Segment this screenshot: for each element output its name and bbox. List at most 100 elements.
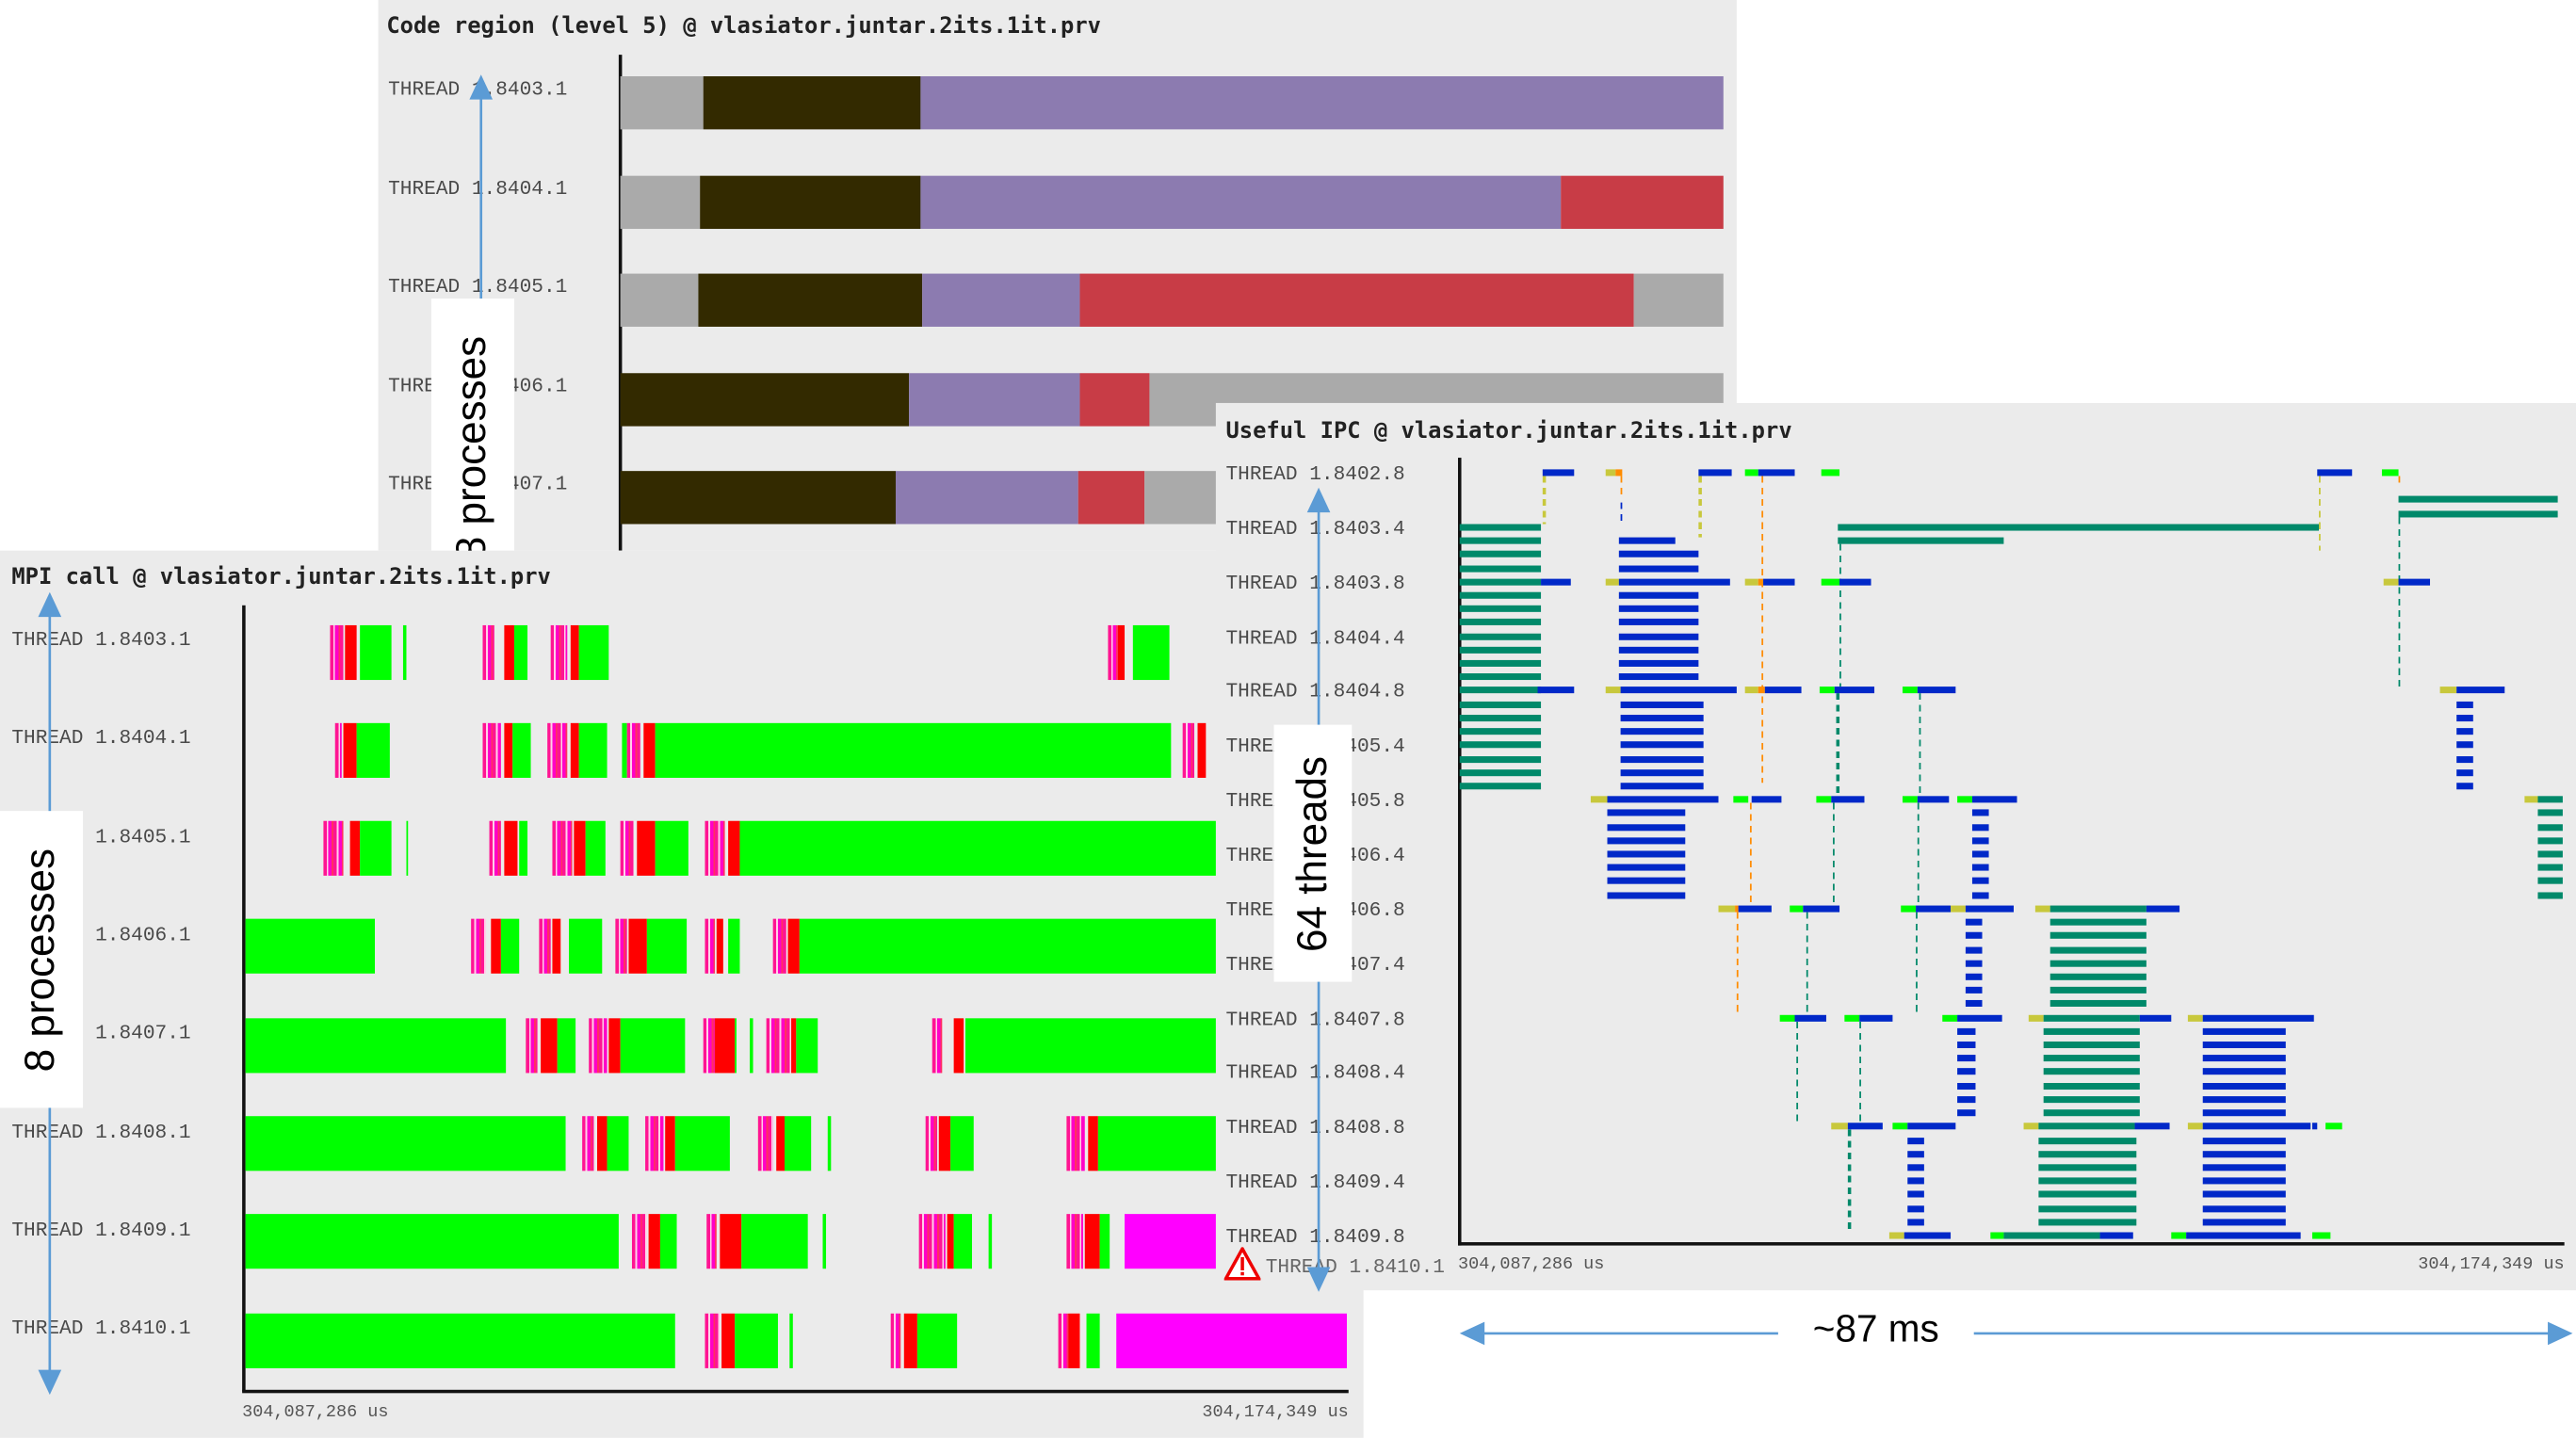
ipc-burst — [1605, 687, 1620, 694]
ipc-burst — [1859, 1014, 1893, 1022]
ipc-burst — [1459, 755, 1542, 763]
ipc-burst — [2203, 1041, 2286, 1049]
ipc-burst — [1619, 741, 1703, 749]
row-label-last: THREAD 1.8410.1 — [1265, 1255, 1445, 1279]
ipc-burst — [2456, 768, 2473, 776]
ipc-burst — [2536, 878, 2563, 885]
communication-line — [1919, 693, 1921, 797]
y-axis-line — [242, 605, 245, 1392]
code-region-segment — [620, 372, 910, 426]
ipc-burst — [2049, 918, 2147, 926]
ipc-burst — [2049, 1000, 2147, 1008]
ipc-burst — [1972, 878, 1989, 885]
ipc-burst — [2456, 741, 2473, 749]
ipc-burst — [2203, 1123, 2310, 1130]
mpi-call-segment — [938, 1116, 951, 1171]
mpi-call-segment — [954, 1017, 964, 1073]
ipc-burst — [2456, 701, 2473, 708]
ipc-burst — [2038, 1219, 2138, 1226]
ipc-burst — [2203, 1055, 2286, 1062]
code-region-segment — [700, 174, 921, 229]
ipc-burst — [2456, 714, 2473, 721]
row-label: THREAD 1.8408.8 — [1225, 1116, 1405, 1140]
communication-line — [2397, 516, 2401, 687]
ipc-burst — [1606, 850, 1687, 858]
ipc-burst — [1794, 1014, 1827, 1022]
mpi-call-segment — [828, 1116, 832, 1171]
mpi-call-segment — [472, 919, 487, 975]
mpi-call-segment — [245, 1116, 565, 1171]
annotation-text: 64 threads — [1288, 755, 1336, 952]
ipc-burst — [1619, 687, 1737, 694]
row-label: THREAD 1.8405.1 — [388, 275, 568, 299]
communication-line — [1837, 693, 1839, 797]
ipc-burst — [1966, 987, 1983, 994]
window-title: Useful IPC @ vlasiator.juntar.2its.1it.p… — [1225, 417, 1792, 444]
mpi-call-segment — [891, 1313, 901, 1368]
ipc-burst — [1619, 768, 1703, 776]
code-region-segment — [1079, 372, 1150, 426]
mpi-call-segment — [757, 1116, 774, 1171]
ipc-burst — [2038, 1191, 2138, 1199]
mpi-call-segment — [719, 1214, 742, 1269]
code-region-segment — [1077, 471, 1145, 525]
ipc-burst — [1819, 687, 1836, 694]
ipc-burst — [2203, 1150, 2286, 1157]
ipc-burst — [1956, 1055, 1975, 1062]
mpi-call-segment — [704, 919, 715, 975]
warning-triangle-icon[interactable] — [1223, 1247, 1261, 1281]
ipc-burst — [1459, 606, 1542, 613]
mpi-call-segment — [359, 820, 393, 877]
mpi-call-segment — [549, 624, 568, 680]
ipc-burst — [1618, 646, 1700, 654]
communication-line — [1806, 912, 1808, 1014]
ipc-burst — [1972, 850, 1989, 858]
ipc-burst — [1619, 783, 1703, 790]
ipc-burst — [1966, 1000, 1983, 1008]
ipc-burst — [1902, 796, 1918, 803]
ipc-burst — [1739, 905, 1772, 913]
code-region-segment — [895, 471, 1078, 525]
mpi-call-segment — [581, 1116, 594, 1171]
ipc-burst — [2187, 1014, 2204, 1022]
ipc-burst — [1972, 864, 1989, 871]
mpi-call-segment — [703, 1017, 715, 1073]
mpi-call-window: MPI call @ vlasiator.juntar.2its.1it.prv… — [0, 550, 1364, 1438]
ipc-burst — [1839, 578, 1871, 586]
ipc-burst — [2536, 796, 2563, 803]
ipc-burst — [1972, 796, 2017, 803]
communication-line — [2397, 476, 2401, 483]
ipc-burst — [1917, 687, 1956, 694]
ipc-burst — [1972, 823, 1989, 831]
mpi-call-segment — [750, 1017, 753, 1073]
ipc-burst — [2049, 973, 2147, 980]
ipc-burst — [1907, 1191, 1925, 1199]
ipc-burst — [1907, 1164, 1925, 1171]
ipc-burst — [1917, 796, 1949, 803]
ipc-burst — [1758, 578, 1764, 586]
code-region-segment — [703, 76, 921, 130]
ipc-burst — [1966, 945, 1983, 953]
ipc-burst — [1743, 687, 1758, 694]
ipc-burst — [2042, 1027, 2140, 1035]
ipc-burst — [1605, 578, 1619, 586]
timeline-plot[interactable] — [620, 0, 1724, 551]
communication-line — [1699, 476, 1702, 538]
duration-label: ~87 ms — [1777, 1306, 1974, 1352]
timeline-plot[interactable] — [245, 551, 1347, 1390]
ipc-burst — [1605, 469, 1616, 477]
code-region-segment — [920, 174, 1562, 229]
ipc-burst — [1459, 768, 1542, 776]
mpi-call-segment — [578, 722, 608, 778]
ipc-burst — [1459, 728, 1542, 735]
ipc-burst — [1907, 1219, 1925, 1226]
row-label: THREAD 1.8407.8 — [1225, 1007, 1405, 1031]
mpi-call-segment — [596, 1116, 608, 1171]
mpi-call-segment — [578, 624, 609, 680]
mpi-call-segment — [526, 1017, 537, 1073]
ipc-burst — [2317, 469, 2352, 477]
ipc-burst — [1888, 1232, 1904, 1239]
timeline-plot[interactable] — [1459, 403, 2563, 1242]
ipc-burst — [1892, 1123, 1908, 1130]
ipc-burst — [2536, 891, 2563, 898]
